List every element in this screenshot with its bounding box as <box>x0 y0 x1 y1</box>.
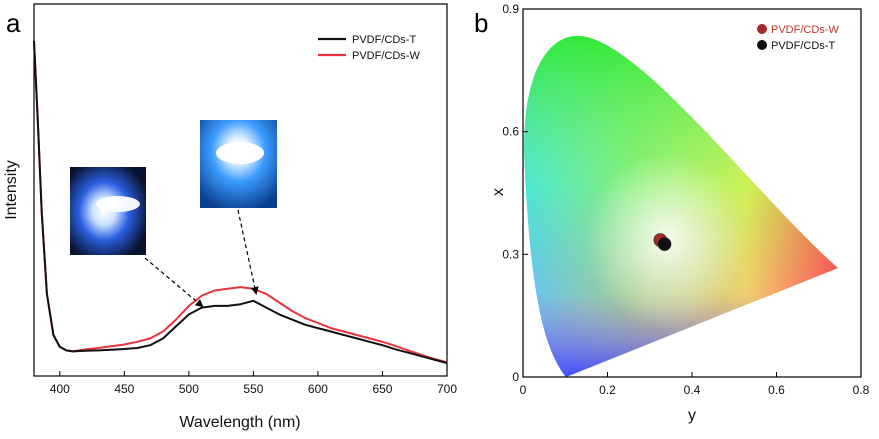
panel-a-frame <box>33 3 448 377</box>
panel-a-x-tick-label: 400 <box>50 382 70 396</box>
arrow-to-cds-w-peak <box>237 209 259 295</box>
legend-label-cds-w: PVDF/CDs-W <box>352 50 420 62</box>
panel-b-x-tick-label: 0.2 <box>599 383 616 397</box>
panel-a-x-tick-label: 550 <box>243 382 263 396</box>
cie-diagram <box>524 35 838 377</box>
panel-a-label: a <box>6 8 21 38</box>
legend-marker-cds-t <box>757 40 767 50</box>
panel-b-x-ticks: 0 0.2 0.4 0.6 0.8 <box>520 372 870 397</box>
inset-photo-cds-w <box>200 120 277 208</box>
panel-b-y-tick-label: 0.9 <box>502 2 519 16</box>
legend-label-b-cds-w: PVDF/CDs-W <box>771 24 839 36</box>
panel-b-x-axis-label: y <box>688 407 696 424</box>
panel-a-x-tick-label: 700 <box>437 382 457 396</box>
panel-b-y-tick-label: 0.3 <box>502 247 519 261</box>
panel-b-x-tick-label: 0.6 <box>768 383 785 397</box>
point-pvdf-cds-t <box>657 237 672 251</box>
legend-label-cds-t: PVDF/CDs-T <box>352 34 416 46</box>
panel-a-x-axis-label: Wavelength (nm) <box>179 414 300 431</box>
panel-b-points <box>653 233 672 251</box>
panel-b-y-tick-label: 0 <box>512 370 519 384</box>
panel-b-x-tick-label: 0.8 <box>853 383 870 397</box>
inset-photo-cds-t <box>70 167 146 255</box>
panel-b-x-tick-label: 0.4 <box>684 383 701 397</box>
panel-a-x-tick-label: 450 <box>114 382 134 396</box>
panel-a-x-ticks: 400 450 500 550 600 650 700 <box>50 371 457 396</box>
panel-a-x-tick-label: 500 <box>179 382 199 396</box>
panel-b-x-tick-label: 0 <box>520 383 527 397</box>
legend-marker-cds-w <box>757 24 767 34</box>
panel-a-series <box>33 40 448 364</box>
panel-b-y-tick-label: 0.6 <box>502 125 519 139</box>
panel-b-label: b <box>474 8 488 38</box>
panel-a-x-tick-label: 650 <box>372 382 392 396</box>
legend-label-b-cds-t: PVDF/CDs-T <box>771 40 835 52</box>
arrow-to-cds-t-peak <box>144 257 204 308</box>
panel-a-x-tick-label: 600 <box>308 382 328 396</box>
panel-a-y-axis-label: Intensity <box>3 160 20 220</box>
panel-b-y-axis-label: x <box>490 188 507 196</box>
series-line-pvdf-cds-t <box>33 40 448 364</box>
panel-b-y-ticks: 0 0.3 0.6 0.9 <box>502 2 528 384</box>
